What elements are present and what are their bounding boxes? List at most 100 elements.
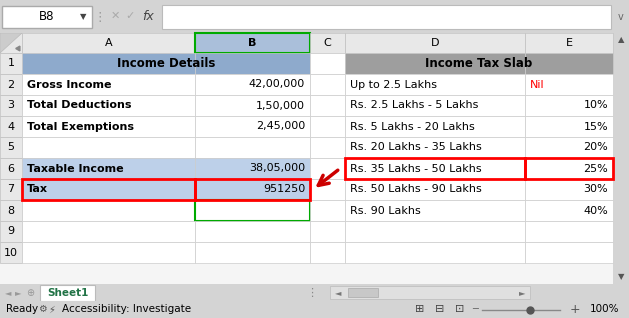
Bar xyxy=(22,116,195,137)
Bar xyxy=(330,286,530,299)
Text: 9: 9 xyxy=(8,226,14,237)
Bar xyxy=(310,137,345,158)
Bar xyxy=(195,179,310,200)
Text: 8: 8 xyxy=(8,205,14,216)
Bar xyxy=(345,74,525,95)
Bar xyxy=(310,74,345,95)
Text: 42,00,000: 42,00,000 xyxy=(248,80,305,89)
Bar xyxy=(525,53,613,74)
Bar xyxy=(195,116,310,137)
Text: ⋮: ⋮ xyxy=(94,10,106,24)
Text: A: A xyxy=(104,38,113,48)
Bar xyxy=(525,158,613,179)
Bar xyxy=(525,137,613,158)
Bar xyxy=(0,95,22,116)
Bar xyxy=(345,242,525,263)
Text: Rs. 5 Lakhs - 20 Lakhs: Rs. 5 Lakhs - 20 Lakhs xyxy=(350,121,475,132)
Bar xyxy=(345,158,525,179)
Bar xyxy=(345,33,525,53)
Text: 5: 5 xyxy=(8,142,14,153)
Bar xyxy=(345,95,525,116)
Bar xyxy=(22,179,195,200)
Bar xyxy=(310,221,345,242)
Bar xyxy=(22,158,195,179)
Text: Nil: Nil xyxy=(530,80,545,89)
Text: D: D xyxy=(431,38,439,48)
Text: ⊕: ⊕ xyxy=(26,288,34,298)
Bar xyxy=(22,33,195,53)
Text: Rs. 90 Lakhs: Rs. 90 Lakhs xyxy=(350,205,421,216)
Bar xyxy=(195,242,310,263)
Text: Tax: Tax xyxy=(27,184,48,195)
Text: 20%: 20% xyxy=(583,142,608,153)
Bar xyxy=(310,242,345,263)
Bar xyxy=(345,221,525,242)
Bar xyxy=(310,200,345,221)
Bar xyxy=(310,53,345,74)
Bar xyxy=(22,95,195,116)
Bar xyxy=(22,137,195,158)
Text: 951250: 951250 xyxy=(263,184,305,195)
Bar xyxy=(22,200,195,221)
Text: 7: 7 xyxy=(8,184,14,195)
Bar xyxy=(348,288,378,297)
Text: 30%: 30% xyxy=(583,184,608,195)
Bar xyxy=(345,158,525,179)
Text: 15%: 15% xyxy=(583,121,608,132)
Bar xyxy=(525,74,613,95)
Bar xyxy=(0,200,22,221)
Text: 6: 6 xyxy=(8,163,14,174)
Text: Ready: Ready xyxy=(6,305,38,315)
Text: 25%: 25% xyxy=(583,163,608,174)
Text: Up to 2.5 Lakhs: Up to 2.5 Lakhs xyxy=(350,80,437,89)
Bar xyxy=(195,158,310,179)
Text: Total Deductions: Total Deductions xyxy=(27,100,131,110)
Bar xyxy=(525,95,613,116)
Text: Rs. 50 Lakhs - 90 Lakhs: Rs. 50 Lakhs - 90 Lakhs xyxy=(350,184,482,195)
Bar xyxy=(310,179,345,200)
Bar xyxy=(525,158,613,179)
Text: v: v xyxy=(618,12,624,22)
Text: ◄: ◄ xyxy=(5,288,11,298)
Text: ◄: ◄ xyxy=(335,288,342,298)
Polygon shape xyxy=(0,33,22,53)
Text: ⚡: ⚡ xyxy=(48,305,55,315)
Bar xyxy=(22,242,195,263)
Bar xyxy=(525,179,613,200)
Text: 10: 10 xyxy=(4,247,18,258)
Bar xyxy=(0,74,22,95)
Text: Rs. 20 Lakhs - 35 Lakhs: Rs. 20 Lakhs - 35 Lakhs xyxy=(350,142,482,153)
Text: ─: ─ xyxy=(472,305,478,315)
Text: 10%: 10% xyxy=(583,100,608,110)
Text: Taxable Income: Taxable Income xyxy=(27,163,124,174)
Bar xyxy=(2,6,92,28)
Text: ▼: ▼ xyxy=(618,273,624,281)
Text: ⊟: ⊟ xyxy=(435,305,445,315)
Text: 3: 3 xyxy=(8,100,14,110)
Bar xyxy=(22,221,195,242)
Text: ⊡: ⊡ xyxy=(455,305,465,315)
Bar xyxy=(525,33,613,53)
Text: 40%: 40% xyxy=(583,205,608,216)
Bar xyxy=(345,53,525,74)
Bar xyxy=(525,116,613,137)
Bar xyxy=(0,158,22,179)
Bar xyxy=(345,116,525,137)
Bar xyxy=(525,242,613,263)
Bar xyxy=(22,179,195,200)
Bar xyxy=(0,242,22,263)
Bar xyxy=(195,137,310,158)
Bar xyxy=(195,179,310,200)
Bar xyxy=(195,221,310,242)
Bar xyxy=(345,179,525,200)
Bar xyxy=(40,285,95,301)
Text: ✕: ✕ xyxy=(110,11,120,21)
Bar xyxy=(195,200,310,221)
Text: ⋮: ⋮ xyxy=(306,288,318,298)
Bar xyxy=(0,116,22,137)
Text: 2,45,000: 2,45,000 xyxy=(256,121,305,132)
Text: fx: fx xyxy=(142,10,154,24)
Text: Sheet1: Sheet1 xyxy=(47,288,89,298)
Text: Gross Income: Gross Income xyxy=(27,80,111,89)
Bar xyxy=(525,221,613,242)
